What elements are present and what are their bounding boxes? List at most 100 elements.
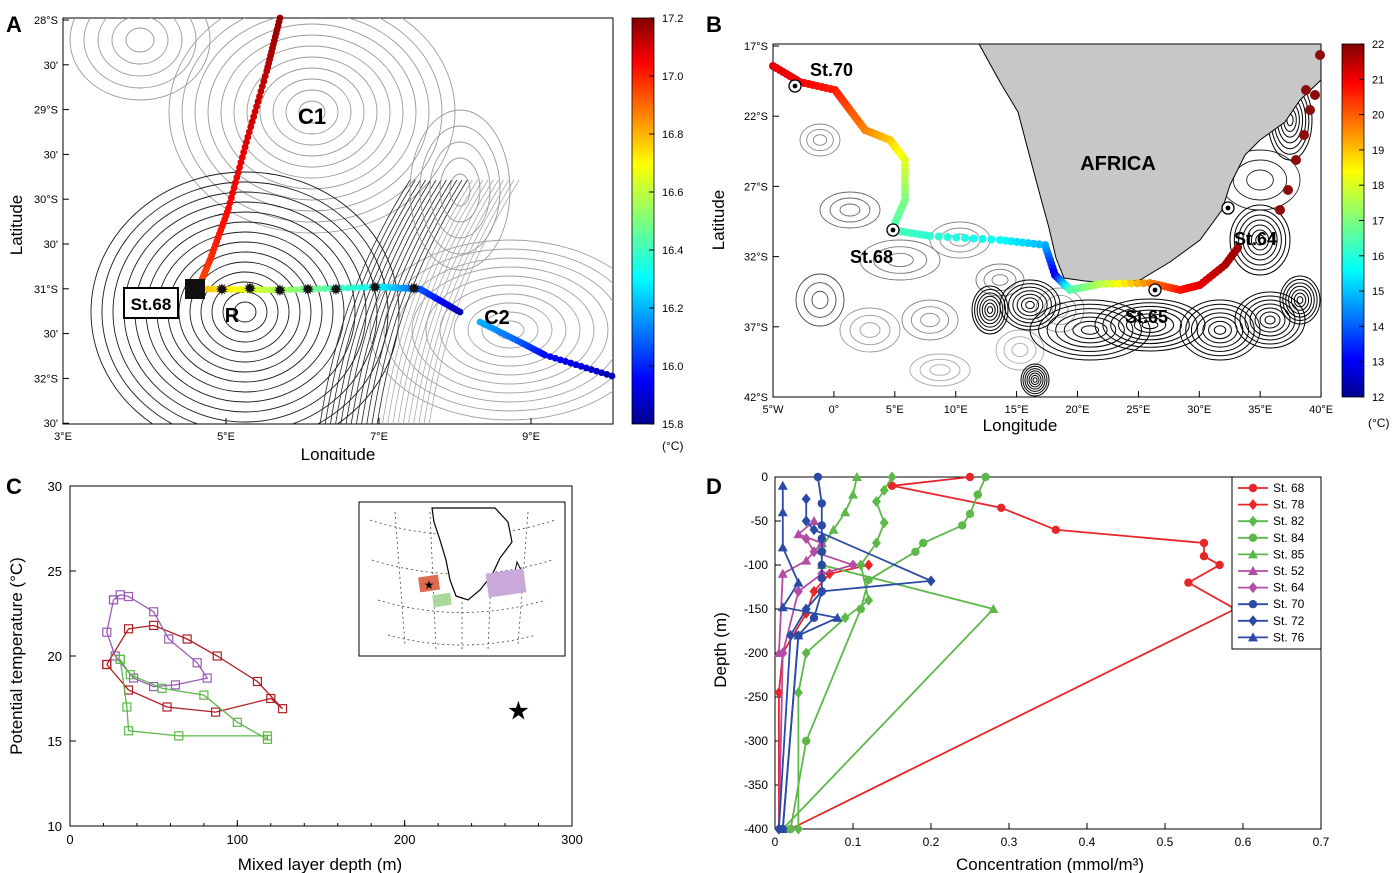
- data-point: [786, 824, 795, 834]
- panel-d-y-tick-label: -400: [744, 822, 768, 836]
- data-point: [1248, 632, 1258, 642]
- panel-d-x-tick-label: 0.7: [1313, 835, 1330, 849]
- station-marker-icon: ✹: [329, 282, 342, 299]
- contour-nw: [69, 18, 211, 101]
- data-point: [864, 559, 874, 571]
- contour-eddy: [1179, 299, 1261, 361]
- contour-blob: [859, 239, 941, 281]
- track-point: [562, 358, 570, 365]
- contour-c1: [298, 100, 326, 124]
- series-point: [115, 654, 125, 664]
- panel-b-label: B: [706, 12, 722, 37]
- series-point: [110, 651, 120, 661]
- series-point: [108, 595, 119, 605]
- series-point: [170, 680, 181, 690]
- contour-gradient: [319, 179, 411, 424]
- station-marker-icon: ✹: [215, 282, 228, 299]
- contour-eddy: [984, 302, 996, 318]
- data-point: [848, 559, 858, 571]
- data-point: [801, 555, 812, 565]
- panel-b-cbar-tick-label: 17: [1372, 216, 1384, 228]
- data-point: [1248, 483, 1258, 493]
- contour-c2: [481, 311, 539, 349]
- series-point: [174, 731, 184, 741]
- contour-c2: [467, 302, 553, 358]
- track-point: [1139, 279, 1148, 288]
- series-line: [119, 659, 269, 741]
- track-point: [344, 284, 352, 292]
- data-point: [774, 823, 784, 835]
- contour-blob: [901, 299, 959, 341]
- contour-eddy: [1249, 303, 1291, 337]
- data-point: [809, 546, 819, 558]
- track-point: [557, 356, 564, 364]
- panel-b-cbar-tick-label: 13: [1372, 357, 1384, 369]
- panel-b-colorbar-ticks: 22 21 20 19 18 17 16 15 14 13 12: [1359, 39, 1384, 404]
- contour-eddy: [1055, 312, 1125, 348]
- panel-a-track: ✹ ✹ ✹ ✹ ✹ ✹ ✹: [194, 14, 616, 380]
- label-africa: AFRICA: [1080, 153, 1156, 175]
- panel-d-ylabel: Depth (m): [711, 612, 730, 688]
- contour-gradient: [350, 179, 442, 424]
- contour-r: [233, 301, 257, 323]
- station-dot-icon: [792, 83, 798, 89]
- data-point: [777, 602, 788, 612]
- contour-blob: [920, 312, 940, 328]
- contour-eddy: [1246, 224, 1274, 256]
- data-point: [777, 568, 788, 578]
- series-point: [125, 670, 135, 680]
- panel-a-map: A ✹ ✹ ✹ ✹ ✹ ✹ ✹ C1 C2 R St.68 3°E 5°E 7°E 9°E 28°…: [6, 12, 683, 460]
- panel-d-x-tick-label: 0.3: [1001, 835, 1018, 849]
- contour-eddy: [1285, 282, 1315, 318]
- series-line: [106, 594, 209, 688]
- inset-region-red: [418, 574, 441, 593]
- panel-a-cbar-tick-label: 16.4: [662, 245, 683, 257]
- panel-a-cbar-tick-label: 17.0: [662, 71, 683, 83]
- contour-gradient: [392, 179, 484, 424]
- track-point-east: [1315, 50, 1325, 60]
- track-point: [961, 234, 969, 242]
- data-point: [879, 517, 889, 529]
- label-c1: C1: [298, 104, 326, 129]
- panel-d-axes: 0 0.1 0.2 0.3 0.4 0.5 0.6 0.7 0 -50 -100 -150 -200 -2…: [744, 470, 1330, 849]
- legend-label: St. 64: [1273, 581, 1305, 595]
- series-line: [789, 476, 987, 830]
- contour-eddy: [1229, 204, 1291, 276]
- track-point: [327, 285, 335, 292]
- track-point: [582, 364, 590, 372]
- contour-nw: [111, 18, 169, 65]
- contour-blob: [829, 197, 871, 223]
- panel-a-ylabel: Latitude: [7, 195, 26, 256]
- data-point: [817, 534, 826, 543]
- panel-b-x-tick-label: 35°E: [1248, 404, 1272, 416]
- track-point: [603, 370, 611, 378]
- contour-eddy: [1238, 214, 1282, 266]
- panel-a-cbar-unit: (°C): [662, 439, 683, 453]
- contour-eddy: [1141, 320, 1159, 330]
- data-point: [1248, 566, 1258, 575]
- panel-d-y-tick-label: -150: [744, 602, 768, 616]
- panel-a-y-tick-label: 30°S: [34, 194, 58, 206]
- legend-label: St. 70: [1273, 597, 1305, 611]
- panel-b-y-tick-label: 27°S: [744, 181, 768, 193]
- contour-eddy: [1296, 296, 1304, 304]
- panel-d-chart: D 0 0.1 0.2 0.3 0.4 0.5 0.6 0.7 0 -50 -100 -150 -200…: [706, 470, 1330, 873]
- contour-gradient: [382, 179, 473, 424]
- contour-eddy: [1282, 278, 1318, 322]
- data-point: [988, 604, 999, 613]
- contour-eddy: [1233, 209, 1287, 271]
- track-point: [242, 286, 249, 293]
- contour-blob: [811, 290, 829, 310]
- contour-mid: [429, 141, 491, 239]
- data-point: [801, 515, 811, 527]
- track-point: [608, 372, 616, 380]
- data-point: [887, 481, 897, 490]
- track-point-east: [1299, 130, 1309, 140]
- contour-eddy: [971, 285, 1009, 335]
- track-point: [321, 285, 329, 293]
- station-68-marker: [185, 279, 205, 299]
- contour-r: [112, 191, 378, 424]
- legend-label: St. 52: [1273, 564, 1305, 578]
- contour-eddy: [1110, 305, 1190, 345]
- track-point: [546, 353, 554, 361]
